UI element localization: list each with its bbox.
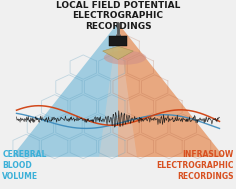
Ellipse shape	[104, 51, 146, 65]
Bar	[109, 36, 127, 46]
Text: CEREBRAL
BLOOD
VOLUME: CEREBRAL BLOOD VOLUME	[2, 150, 47, 181]
Polygon shape	[99, 23, 137, 157]
Polygon shape	[118, 23, 224, 157]
Text: INFRASLOW
ELECTROGRAPHIC
RECORDINGS: INFRASLOW ELECTROGRAPHIC RECORDINGS	[156, 150, 234, 181]
Polygon shape	[103, 46, 133, 60]
Text: LOCAL FIELD POTENTIAL
ELECTROGRAPHIC
RECORDINGS: LOCAL FIELD POTENTIAL ELECTROGRAPHIC REC…	[56, 1, 180, 31]
Polygon shape	[12, 23, 118, 157]
